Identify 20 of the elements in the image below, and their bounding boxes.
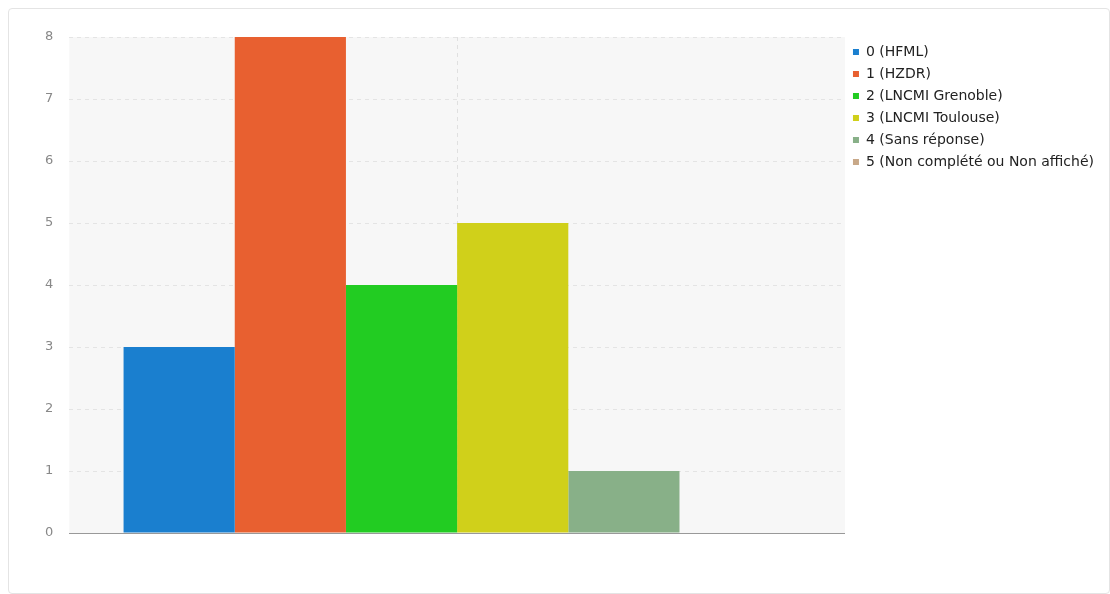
- y-tick-label: 6: [44, 152, 54, 168]
- y-tick-label: 0: [44, 524, 54, 540]
- bar: [457, 223, 569, 533]
- legend-label: 5 (Non complété ou Non affiché): [865, 152, 1095, 169]
- y-tick-label: 2: [44, 400, 54, 416]
- y-tick-label: 7: [44, 90, 54, 106]
- y-tick-label: 3: [44, 338, 54, 354]
- bar: [345, 285, 458, 533]
- legend-label: 1 (HZDR): [865, 64, 931, 81]
- y-tick-label: 5: [44, 214, 54, 230]
- y-tick-label: 1: [44, 462, 54, 478]
- bar: [234, 37, 346, 533]
- bar: [123, 347, 235, 533]
- y-tick-label: 8: [44, 28, 54, 44]
- legend-label: 2 (LNCMI Grenoble): [865, 86, 1003, 103]
- legend-label: 0 (HFML): [865, 42, 929, 59]
- legend-label: 4 (Sans réponse): [865, 130, 985, 147]
- bar: [568, 471, 680, 533]
- legend-label: 3 (LNCMI Toulouse): [865, 108, 1000, 125]
- y-tick-label: 4: [44, 276, 54, 292]
